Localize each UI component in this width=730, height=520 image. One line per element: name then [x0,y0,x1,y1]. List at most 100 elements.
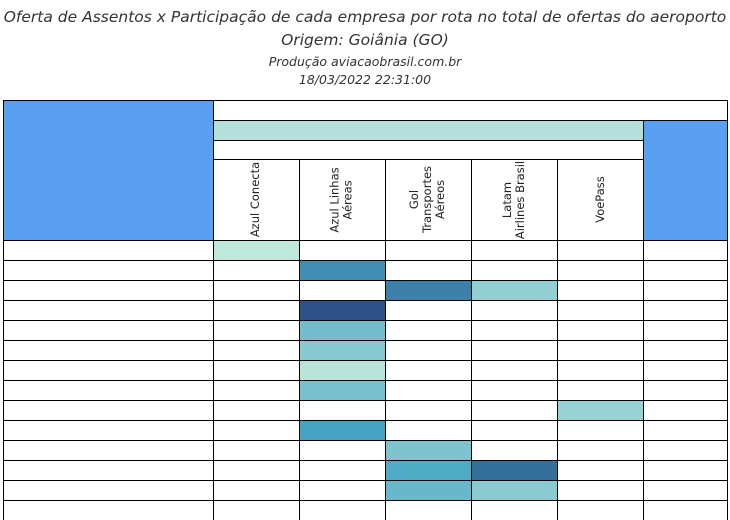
empty-cell [557,340,643,360]
row-line [3,420,728,421]
empty-cell [471,400,557,420]
empty-cell [385,420,471,440]
row-line [3,460,728,461]
destination-label [3,340,213,360]
row-line [3,500,728,501]
destination-label [3,360,213,380]
empty-cell [213,340,299,360]
empty-cell [213,440,299,460]
row-total [643,480,727,500]
share-cell [299,360,385,380]
empty-cell [299,240,385,260]
empty-cell [385,360,471,380]
column-line [385,159,386,520]
empty-cell [471,440,557,460]
row-header-destino [3,100,213,240]
destination-label [3,320,213,340]
row-total [643,460,727,480]
empty-cell [385,320,471,340]
share-cell [471,460,557,480]
company-header-5: VoePass [557,159,643,240]
empty-cell [557,440,643,460]
share-cell [213,240,299,260]
row-line [3,260,728,261]
empty-cell [471,360,557,380]
empty-cell [557,460,643,480]
report-producer: Produção aviacaobrasil.com.br [268,54,462,69]
empty-cell [471,260,557,280]
column-line [299,159,300,520]
table-right-border [727,100,728,520]
company-header-label: Azul Conecta [248,161,263,238]
column-total [213,500,299,520]
share-cell [299,260,385,280]
empty-cell [299,280,385,300]
empty-cell [557,240,643,260]
empty-cell [299,460,385,480]
empty-cell [213,380,299,400]
destination-label [3,480,213,500]
row-line [3,380,728,381]
row-line [3,300,728,301]
row-total [643,240,727,260]
empty-cell [557,300,643,320]
row-line [3,340,728,341]
empty-cell [385,260,471,280]
destination-label [3,420,213,440]
share-cell [299,420,385,440]
empty-cell [385,340,471,360]
share-cell [385,440,471,460]
empty-cell [471,240,557,260]
company-header-label: Azul Linhas Aéreas [327,166,355,233]
grand-total [643,500,727,520]
empty-cell [213,280,299,300]
grid-line [643,120,644,520]
share-cell [299,340,385,360]
empty-cell [557,420,643,440]
empty-cell [213,260,299,280]
empty-cell [299,440,385,460]
empty-cell [385,240,471,260]
empty-cell [557,380,643,400]
grid-line [213,140,643,141]
destination-label [3,460,213,480]
column-line [557,159,558,520]
destination-label [3,380,213,400]
empty-cell [299,480,385,500]
row-total [643,280,727,300]
report-datetime: 18/03/2022 22:31:00 [298,72,432,87]
row-line [3,360,728,361]
row-line [3,440,728,441]
empty-cell [471,380,557,400]
empty-cell [213,400,299,420]
company-header-3: Gol Transportes Aéreos [385,159,471,240]
share-cell [385,460,471,480]
nature-header [213,140,643,159]
empty-cell [213,300,299,320]
destination-label [3,280,213,300]
share-cell [385,480,471,500]
table-top-border [3,100,728,101]
report-title: Oferta de Assentos x Participação de cad… [3,8,727,26]
row-total [643,380,727,400]
share-cell [385,280,471,300]
row-total [643,260,727,280]
row-total [643,420,727,440]
empty-cell [385,400,471,420]
empty-cell [557,260,643,280]
report-origin: Origem: Goiânia (GO) [281,31,449,49]
empty-cell [213,420,299,440]
empty-cell [213,460,299,480]
empty-cell [385,300,471,320]
empty-cell [557,360,643,380]
row-line [3,320,728,321]
destination-label [3,400,213,420]
empty-cell [557,280,643,300]
grid-line [213,100,214,520]
share-cell [299,300,385,320]
row-line [3,400,728,401]
destination-label [3,240,213,260]
column-total [299,500,385,520]
row-line [3,240,728,241]
